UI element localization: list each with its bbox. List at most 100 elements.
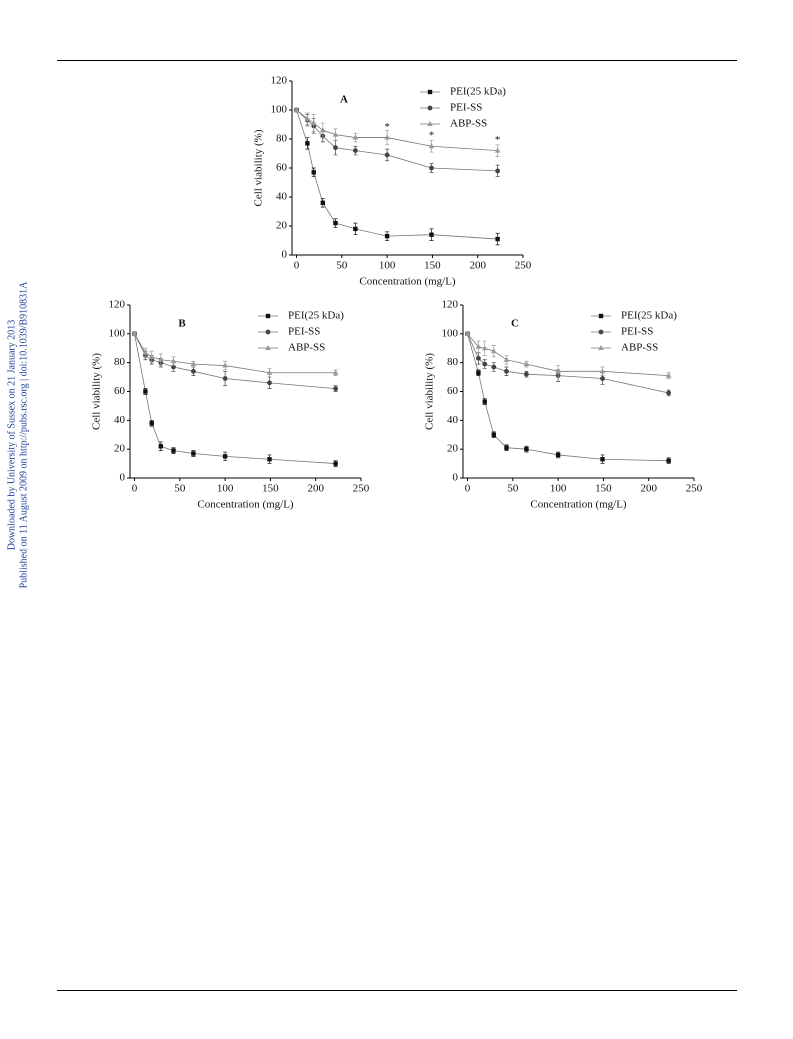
marker xyxy=(491,432,496,437)
y-tick-label: 80 xyxy=(114,356,126,368)
marker xyxy=(222,376,228,381)
marker xyxy=(491,348,497,354)
x-tick-label: 150 xyxy=(262,483,279,495)
marker xyxy=(476,370,481,375)
y-tick-label: 0 xyxy=(282,249,288,261)
y-tick-label: 120 xyxy=(442,299,459,311)
marker xyxy=(495,236,500,242)
marker xyxy=(332,369,339,375)
marker xyxy=(482,361,488,367)
x-tick-label: 100 xyxy=(217,483,234,495)
marker xyxy=(429,232,434,237)
legend-label: ABP-SS xyxy=(450,118,487,130)
x-tick-label: 50 xyxy=(507,483,519,495)
y-tick-label: 20 xyxy=(447,443,459,455)
panel-label: B xyxy=(178,318,186,330)
y-tick-label: 60 xyxy=(114,385,126,397)
marker xyxy=(311,170,316,175)
x-tick-label: 250 xyxy=(353,483,370,495)
y-tick-label: 0 xyxy=(453,472,459,484)
x-tick-label: 150 xyxy=(424,260,441,272)
marker xyxy=(266,369,273,375)
y-tick-label: 60 xyxy=(447,385,459,397)
annotation: * xyxy=(495,134,501,146)
x-axis-label: Concentration (mg/L) xyxy=(530,499,627,511)
marker xyxy=(265,329,271,335)
x-tick-label: 200 xyxy=(307,483,324,495)
y-axis-label: Cell viability (%) xyxy=(253,129,265,206)
marker xyxy=(305,141,310,146)
marker xyxy=(555,452,561,458)
marker xyxy=(190,361,197,367)
y-tick-label: 0 xyxy=(120,472,126,484)
legend-label: PEI-SS xyxy=(621,326,653,338)
y-axis-label: Cell viability (%) xyxy=(424,353,436,430)
marker xyxy=(191,368,196,374)
marker xyxy=(143,389,148,394)
marker xyxy=(600,457,605,462)
marker xyxy=(333,386,339,392)
x-tick-label: 100 xyxy=(550,483,567,495)
x-tick-label: 100 xyxy=(379,260,396,272)
marker xyxy=(333,145,338,151)
y-tick-label: 100 xyxy=(442,327,459,339)
y-tick-label: 40 xyxy=(276,191,288,203)
legend-label: ABP-SS xyxy=(288,342,325,354)
x-tick-label: 250 xyxy=(515,260,532,272)
x-axis-label: Concentration (mg/L) xyxy=(359,276,456,288)
marker xyxy=(332,131,339,137)
publish-note: Published on 11 August 2009 on http://pu… xyxy=(18,281,29,589)
marker xyxy=(427,121,433,126)
legend-label: PEI(25 kDa) xyxy=(621,310,677,322)
y-tick-label: 60 xyxy=(276,162,288,174)
marker xyxy=(555,368,561,374)
marker xyxy=(267,380,272,386)
marker xyxy=(142,349,149,355)
x-tick-label: 150 xyxy=(595,483,612,495)
marker xyxy=(504,445,509,450)
annotation: * xyxy=(384,121,390,133)
y-tick-label: 120 xyxy=(109,299,126,311)
marker xyxy=(333,461,338,466)
y-tick-label: 20 xyxy=(276,220,288,232)
y-tick-label: 120 xyxy=(271,75,288,87)
marker xyxy=(158,444,163,449)
marker xyxy=(524,446,529,452)
marker xyxy=(504,368,509,374)
x-axis-label: Concentration (mg/L) xyxy=(197,499,294,511)
marker xyxy=(310,120,317,126)
marker xyxy=(598,329,604,335)
y-tick-label: 40 xyxy=(114,414,126,426)
download-note: Downloaded by University of Sussex on 21… xyxy=(6,320,17,551)
marker xyxy=(320,127,326,133)
marker xyxy=(599,368,606,374)
panel-label: A xyxy=(340,94,348,106)
marker xyxy=(464,330,471,336)
panel-label: C xyxy=(511,318,519,330)
marker xyxy=(482,399,487,404)
y-tick-label: 100 xyxy=(271,104,288,116)
marker xyxy=(427,89,433,95)
marker xyxy=(666,390,672,396)
y-tick-label: 80 xyxy=(447,356,459,368)
marker xyxy=(265,313,271,319)
marker xyxy=(222,362,228,368)
x-tick-label: 50 xyxy=(336,260,348,272)
marker xyxy=(304,115,311,121)
marker xyxy=(427,105,433,111)
marker xyxy=(666,458,671,463)
y-tick-label: 40 xyxy=(447,414,459,426)
y-tick-label: 100 xyxy=(109,327,126,339)
legend-label: PEI(25 kDa) xyxy=(450,86,506,98)
marker xyxy=(265,345,271,350)
x-tick-label: 0 xyxy=(465,483,471,495)
marker xyxy=(293,107,300,112)
marker xyxy=(148,353,155,359)
marker xyxy=(503,356,510,362)
x-tick-label: 250 xyxy=(686,483,703,495)
marker xyxy=(352,134,359,140)
marker xyxy=(428,143,435,149)
marker xyxy=(665,372,672,378)
